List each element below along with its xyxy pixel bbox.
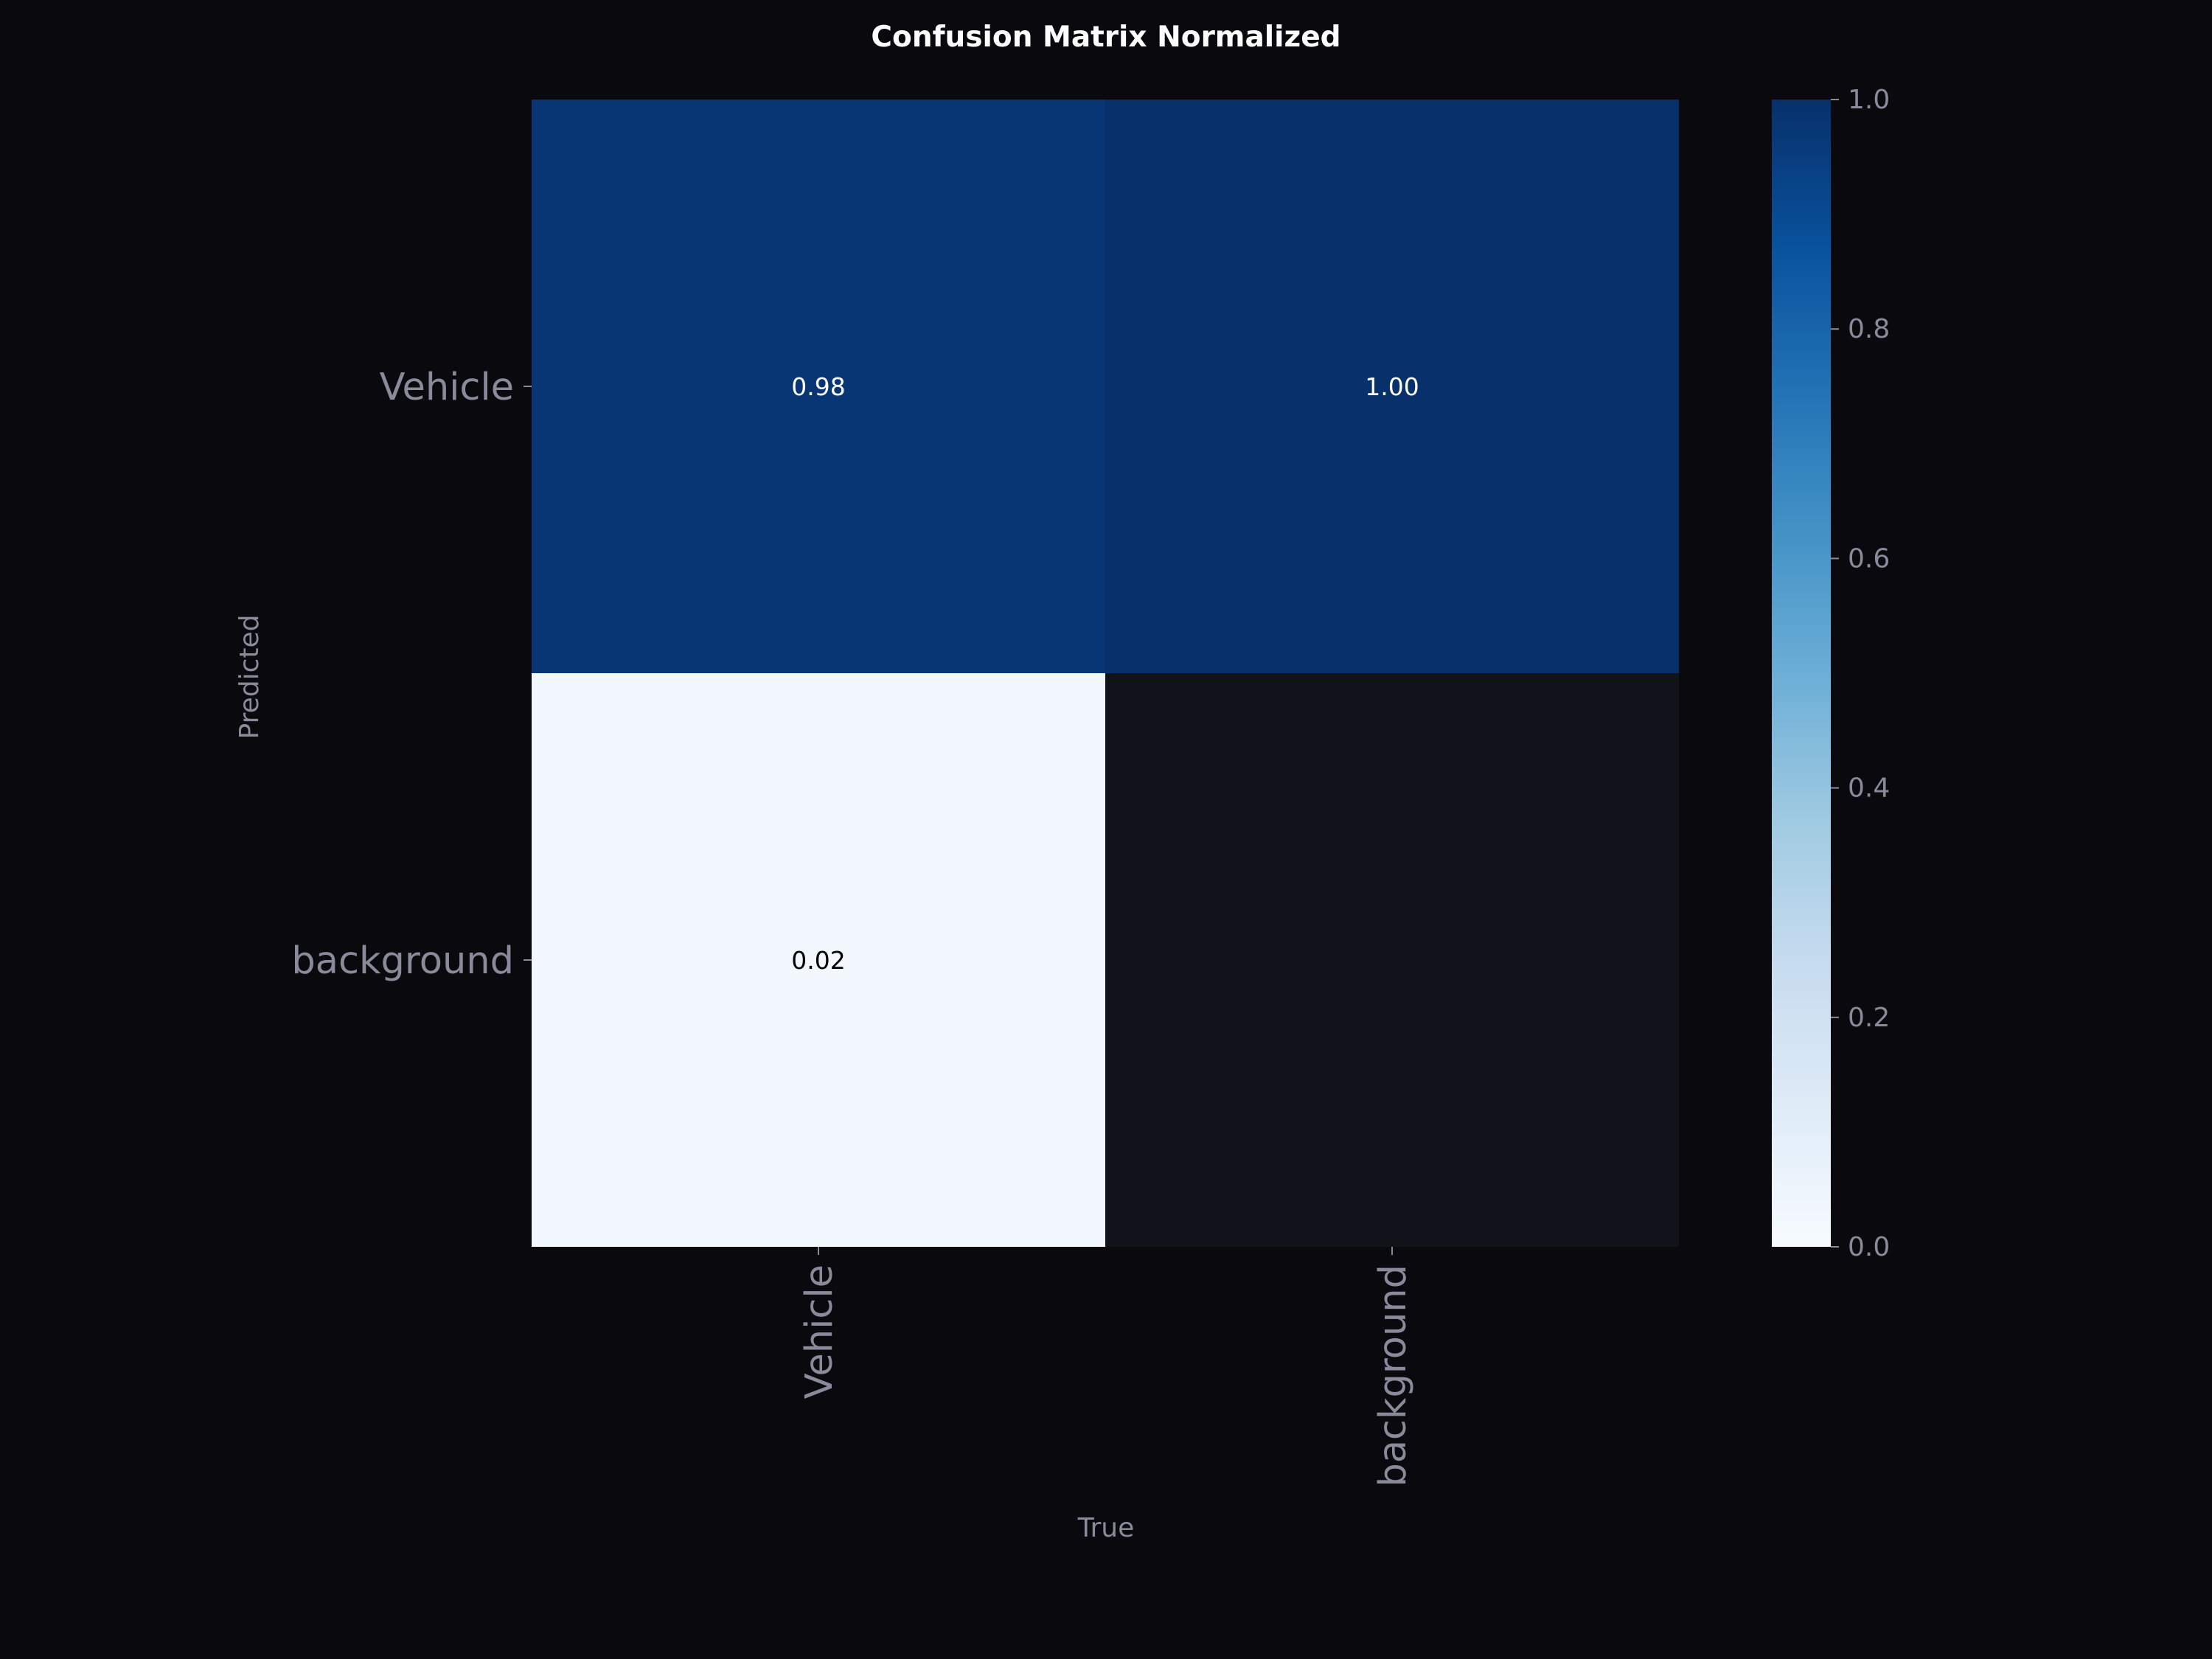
heatmap-cell xyxy=(1105,100,1679,673)
y-tick-label: background xyxy=(291,939,514,983)
heatmap-cells xyxy=(532,100,1679,1247)
heatmap-cell xyxy=(532,673,1105,1247)
colorbar-tick-label: 1.0 xyxy=(1848,85,1890,115)
colorbar-tick-label: 0.6 xyxy=(1848,543,1890,574)
heatmap-cell xyxy=(532,100,1105,673)
heatmap-cell xyxy=(1105,673,1679,1247)
x-tick-label: background xyxy=(1371,1265,1415,1487)
x-axis: Vehicle background xyxy=(798,1247,1415,1487)
colorbar-tick-label: 0.8 xyxy=(1848,314,1890,344)
heatmap-cell-labels: 0.98 1.00 0.02 xyxy=(791,372,1419,975)
cell-value-label: 0.98 xyxy=(791,372,845,401)
y-axis-label: Predicted xyxy=(234,615,265,740)
cell-value-label: 1.00 xyxy=(1365,372,1419,401)
colorbar-tick-label: 0.0 xyxy=(1848,1232,1890,1262)
colorbar-tick-label: 0.2 xyxy=(1848,1003,1890,1033)
y-axis: Vehicle background xyxy=(291,366,532,983)
cell-value-label: 0.02 xyxy=(791,946,845,975)
colorbar-tick-label: 0.4 xyxy=(1848,773,1890,804)
x-axis-label: True xyxy=(1077,1513,1134,1543)
colorbar: 0.0 0.2 0.4 0.6 0.8 1.0 xyxy=(1772,85,1890,1262)
y-tick-label: Vehicle xyxy=(380,366,514,409)
x-tick-label: Vehicle xyxy=(798,1265,841,1399)
colorbar-ticks: 0.0 0.2 0.4 0.6 0.8 1.0 xyxy=(1831,85,1890,1262)
chart-title: Confusion Matrix Normalized xyxy=(871,21,1340,54)
colorbar-gradient xyxy=(1772,100,1831,1247)
